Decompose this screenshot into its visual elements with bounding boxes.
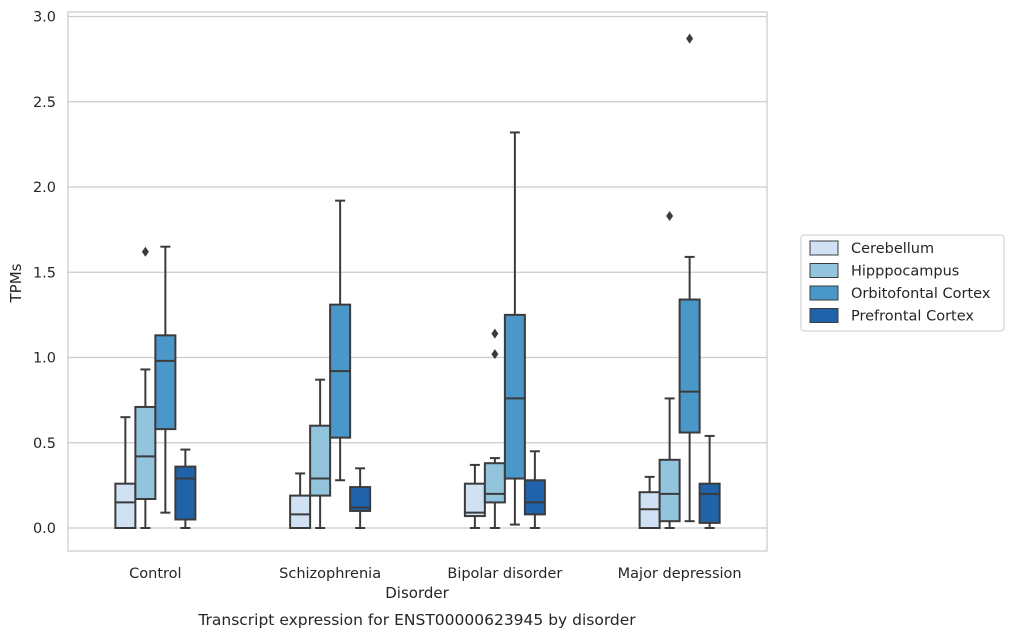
- legend: Cerebellum Hipppocampus Orbitofontal Corte…: [800, 234, 1005, 332]
- box-prefrontal-cortex: [174, 448, 197, 529]
- x-axis-title: Disorder: [385, 584, 449, 602]
- outlier-point: [491, 328, 499, 339]
- plot-area-frame: [67, 11, 768, 552]
- box-iqr: [503, 313, 526, 480]
- x-axis-ticks: Control Schizophrenia Bipolar disorder Majo…: [129, 566, 741, 582]
- box-orbitofontal-cortex: [678, 33, 701, 523]
- y-axis-ticks: 0.0 0.5 1.0 1.5 2.0 2.5 3.0: [33, 10, 56, 538]
- box-groups: [114, 33, 721, 530]
- y-tick-label: 3.0: [33, 10, 56, 26]
- legend-label: Cerebellum: [851, 241, 934, 257]
- box-prefrontal-cortex: [349, 467, 372, 529]
- outlier-point: [686, 33, 694, 44]
- chart-caption: Transcript expression for ENST0000062394…: [197, 611, 636, 629]
- box-iqr: [698, 482, 721, 524]
- box-iqr: [523, 479, 546, 516]
- y-tick-label: 1.5: [33, 265, 56, 281]
- outlier-point: [141, 246, 149, 257]
- box-cerebellum: [463, 463, 486, 529]
- y-tick-label: 0.0: [33, 521, 56, 537]
- box-iqr: [134, 405, 157, 501]
- box-cerebellum: [638, 475, 661, 530]
- box-iqr: [289, 494, 312, 530]
- legend-swatch: [809, 263, 839, 278]
- box-iqr: [154, 334, 177, 431]
- box-prefrontal-cortex: [523, 450, 546, 529]
- box-cerebellum: [289, 472, 312, 530]
- box-prefrontal-cortex: [698, 434, 721, 529]
- box-cerebellum: [114, 416, 137, 530]
- outlier-point: [666, 210, 674, 221]
- y-tick-label: 1.0: [33, 351, 56, 367]
- grid-lines: [68, 15, 767, 529]
- legend-swatch: [809, 240, 839, 256]
- y-tick-label: 2.0: [33, 180, 56, 196]
- legend-label: Hipppocampus: [851, 264, 959, 280]
- legend-item: Hipppocampus: [809, 263, 959, 280]
- box-iqr: [349, 486, 372, 512]
- x-tick-label: Schizophrenia: [279, 566, 381, 582]
- y-tick-label: 2.5: [33, 95, 56, 111]
- y-axis-title: TPMs: [7, 263, 25, 303]
- box-iqr: [463, 482, 486, 518]
- legend-swatch: [809, 285, 839, 301]
- outlier-point: [491, 349, 499, 360]
- box-hipppocampus: [309, 378, 332, 529]
- box-hipppocampus: [483, 328, 506, 529]
- legend-item: Cerebellum: [809, 240, 934, 257]
- box-iqr: [483, 462, 506, 504]
- legend-item: Prefrontal Cortex: [809, 308, 974, 325]
- x-tick-label: Bipolar disorder: [447, 566, 562, 582]
- box-iqr: [309, 424, 332, 497]
- y-tick-label: 0.5: [33, 436, 56, 452]
- box-orbitofontal-cortex: [154, 245, 177, 514]
- legend-frame: [800, 234, 1005, 332]
- legend-item: Orbitofontal Cortex: [809, 285, 991, 302]
- box-iqr: [658, 458, 681, 523]
- box-orbitofontal-cortex: [503, 131, 526, 526]
- box-orbitofontal-cortex: [329, 199, 352, 482]
- x-tick-label: Control: [129, 566, 181, 582]
- box-hipppocampus: [134, 246, 157, 529]
- legend-label: Prefrontal Cortex: [851, 309, 974, 325]
- legend-swatch: [809, 308, 839, 323]
- box-hipppocampus: [658, 210, 681, 529]
- legend-label: Orbitofontal Cortex: [851, 286, 991, 302]
- x-tick-label: Major depression: [618, 566, 742, 582]
- box-iqr: [678, 298, 701, 434]
- box-iqr: [174, 465, 197, 521]
- box-iqr: [114, 482, 137, 530]
